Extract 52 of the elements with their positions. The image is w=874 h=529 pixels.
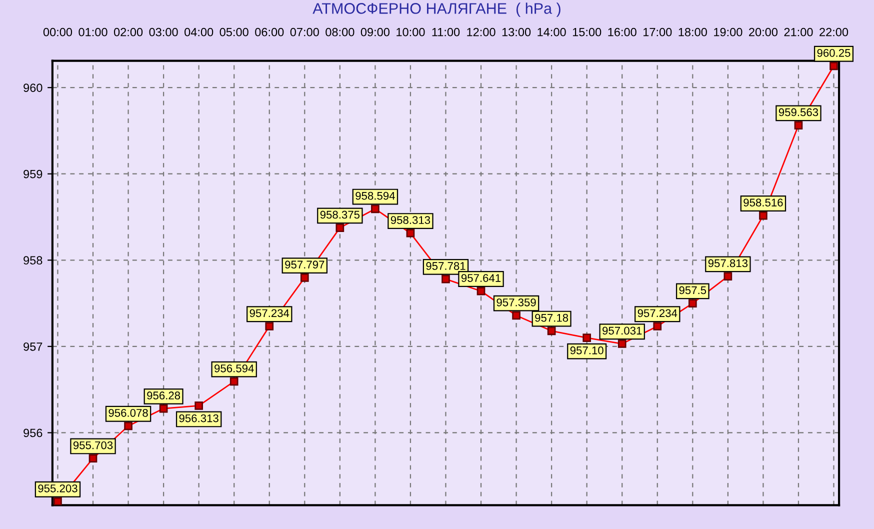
data-label: 958.375 (320, 210, 360, 219)
data-label: 958.313 (390, 216, 430, 224)
y-tick-label: 957 (24, 342, 42, 351)
data-label: 956.078 (108, 408, 148, 417)
x-tick-label: 05:00 (220, 28, 248, 36)
x-tick-label: 22:00 (820, 28, 848, 36)
data-label: 957.031 (602, 326, 642, 335)
data-label: 958.594 (356, 192, 395, 200)
data-label: 956.313 (179, 414, 218, 422)
data-label: 958.516 (744, 198, 783, 206)
y-tick-label: 959 (24, 170, 42, 178)
data-label: 957.18 (535, 314, 568, 322)
data-label: 955.203 (38, 484, 78, 492)
data-label: 957.234 (250, 309, 290, 318)
x-tick-label: 19:00 (714, 28, 742, 36)
x-tick-label: 11:00 (432, 28, 460, 36)
x-tick-label: 03:00 (149, 28, 178, 36)
x-tick-label: 04:00 (184, 28, 214, 36)
x-tick-label: 09:00 (360, 28, 390, 36)
y-tick-label: 956 (24, 428, 42, 438)
data-label: 957.641 (461, 274, 501, 282)
x-tick-label: 02:00 (114, 28, 143, 36)
x-tick-label: 20:00 (749, 28, 778, 36)
x-tick-label: 08:00 (326, 28, 354, 36)
data-label: 957.10 (570, 346, 604, 354)
data-label: 956.28 (147, 392, 180, 400)
x-tick-label: 13:00 (502, 28, 531, 36)
data-label: 959.563 (778, 108, 818, 116)
x-tick-label: 07:00 (290, 28, 319, 36)
data-label: 957.797 (285, 260, 324, 269)
x-tick-label: 01:00 (78, 28, 108, 36)
x-tick-label: 15:00 (572, 28, 602, 36)
data-label: 960.25 (817, 49, 850, 57)
data-label: 957.781 (426, 262, 466, 270)
y-tick-label: 958 (24, 256, 42, 265)
x-tick-label: 16:00 (608, 28, 636, 36)
x-tick-label: 18:00 (678, 28, 707, 36)
data-label: 957.234 (638, 309, 678, 318)
x-tick-label: 17:00 (644, 28, 672, 36)
x-tick-label: 10:00 (396, 28, 425, 36)
x-tick-label: 21:00 (784, 28, 813, 36)
x-tick-label: 00:00 (43, 28, 72, 36)
x-tick-label: 06:00 (255, 28, 284, 36)
chart-title: АТМОСФЕРНО НАЛЯГАНЕ ( hPa ) (312, 2, 560, 17)
data-label: 957.813 (708, 259, 748, 268)
y-tick-label: 960 (24, 84, 42, 92)
x-tick-label: 12:00 (467, 28, 496, 36)
x-tick-label: 14:00 (538, 28, 566, 36)
data-label: 955.703 (73, 441, 113, 450)
data-label: 957.359 (496, 298, 536, 306)
data-label: 956.594 (214, 364, 254, 372)
data-label: 957.5 (679, 286, 706, 294)
